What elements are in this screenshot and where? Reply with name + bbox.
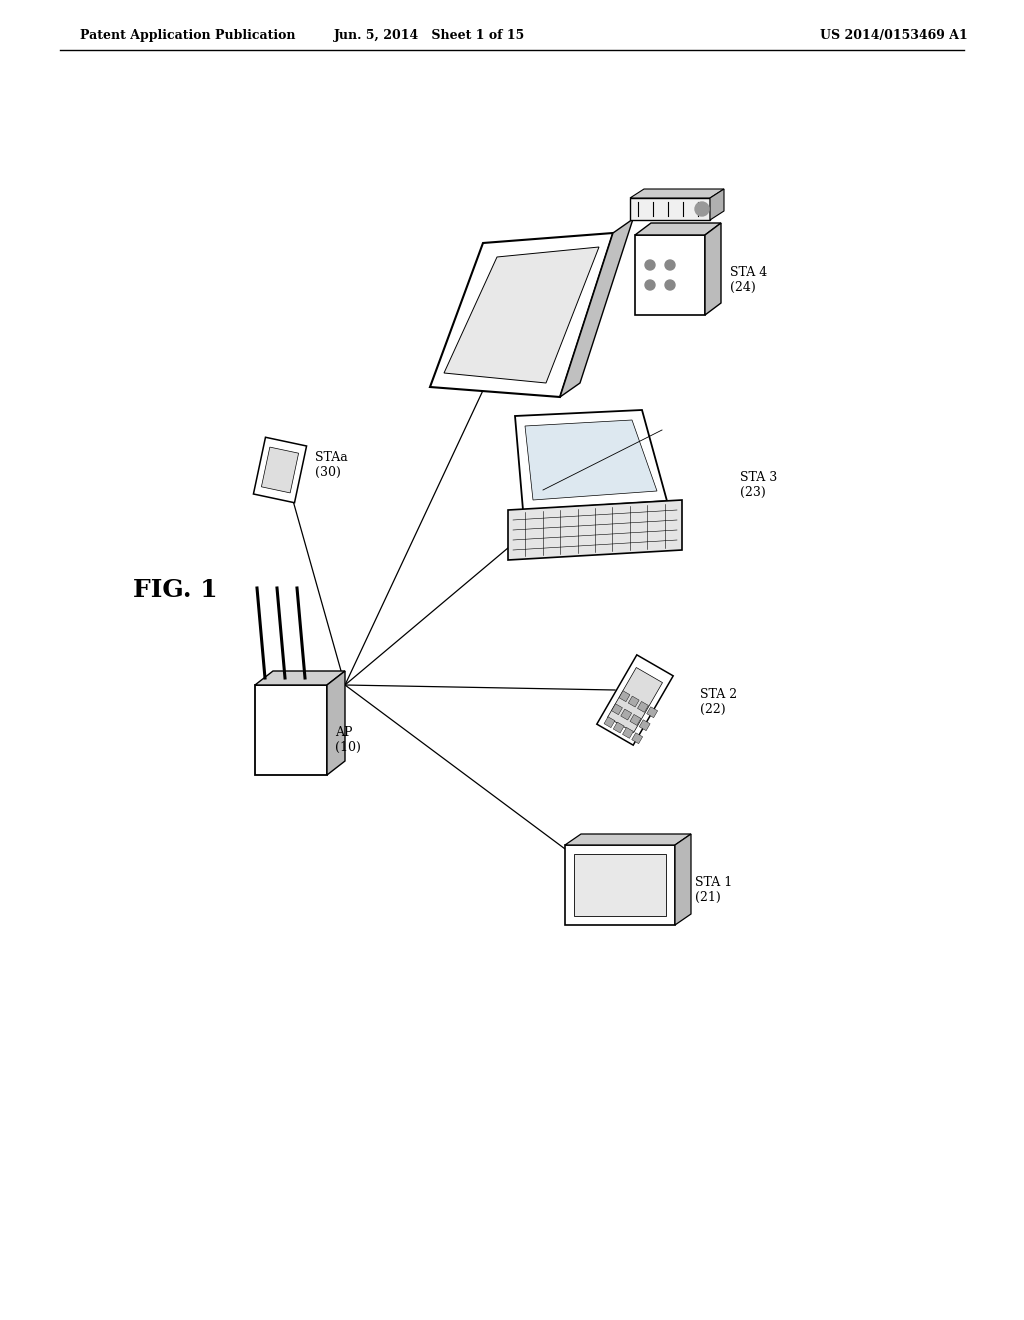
Polygon shape <box>444 247 599 383</box>
Polygon shape <box>639 719 650 731</box>
Text: STA 1
(21): STA 1 (21) <box>695 876 732 904</box>
Polygon shape <box>705 223 721 315</box>
Polygon shape <box>604 717 615 727</box>
Polygon shape <box>675 834 691 925</box>
Polygon shape <box>630 189 724 198</box>
Text: FIG. 1: FIG. 1 <box>133 578 217 602</box>
Polygon shape <box>621 709 632 719</box>
Polygon shape <box>574 854 666 916</box>
Polygon shape <box>635 223 721 235</box>
Polygon shape <box>565 845 675 925</box>
Polygon shape <box>613 722 625 733</box>
Polygon shape <box>630 714 641 726</box>
Polygon shape <box>638 701 648 713</box>
Polygon shape <box>629 696 639 708</box>
Polygon shape <box>508 500 682 560</box>
Text: Patent Application Publication: Patent Application Publication <box>80 29 296 41</box>
Polygon shape <box>710 189 724 220</box>
Circle shape <box>665 260 675 271</box>
Polygon shape <box>565 834 691 845</box>
Circle shape <box>695 202 709 216</box>
Polygon shape <box>430 234 613 397</box>
Text: STA 2
(22): STA 2 (22) <box>700 688 737 715</box>
Polygon shape <box>515 411 667 510</box>
Polygon shape <box>632 733 643 743</box>
Polygon shape <box>253 437 306 503</box>
Text: STA 4
(24): STA 4 (24) <box>730 267 767 294</box>
Polygon shape <box>620 690 630 702</box>
Polygon shape <box>597 655 673 746</box>
Text: STA 3
(23): STA 3 (23) <box>740 471 777 499</box>
Polygon shape <box>635 235 705 315</box>
Polygon shape <box>560 219 633 397</box>
Polygon shape <box>255 671 345 685</box>
Polygon shape <box>327 671 345 775</box>
Text: US 2014/0153469 A1: US 2014/0153469 A1 <box>820 29 968 41</box>
Polygon shape <box>261 447 299 492</box>
Text: STAa
(30): STAa (30) <box>315 451 348 479</box>
Polygon shape <box>607 668 663 733</box>
Text: Jun. 5, 2014   Sheet 1 of 15: Jun. 5, 2014 Sheet 1 of 15 <box>335 29 525 41</box>
Polygon shape <box>525 420 657 500</box>
Text: AP
(10): AP (10) <box>335 726 360 754</box>
Polygon shape <box>647 706 657 718</box>
Circle shape <box>665 280 675 290</box>
Polygon shape <box>611 704 623 714</box>
Circle shape <box>645 280 655 290</box>
Polygon shape <box>255 685 327 775</box>
Circle shape <box>645 260 655 271</box>
Polygon shape <box>623 727 634 738</box>
Polygon shape <box>630 198 710 220</box>
